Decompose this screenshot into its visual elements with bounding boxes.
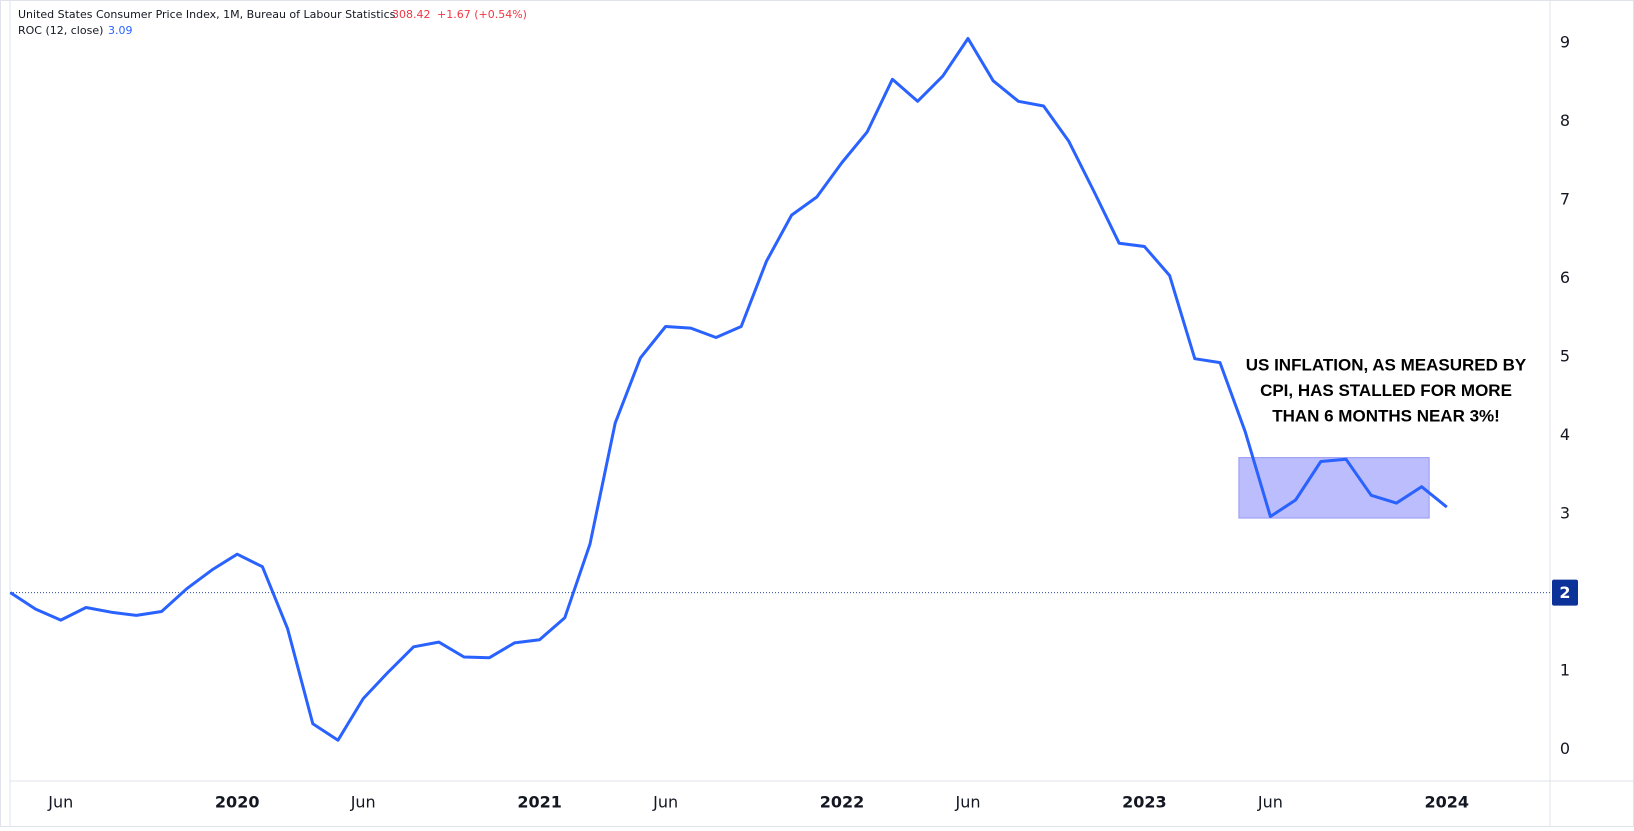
y-tick-label: 4 (1560, 425, 1570, 444)
annotation: CPI, HAS STALLED FOR MORE (1260, 381, 1512, 400)
y-badge (1552, 579, 1578, 606)
y-tick-label: 9 (1560, 33, 1570, 52)
cpi-roc-line (9, 37, 1448, 742)
y-tick-label: 7 (1560, 190, 1570, 209)
y-tick-label: 6 (1560, 268, 1570, 287)
indicator-name: ROC (12, close) (18, 24, 103, 37)
y-tick-label: 1 (1560, 661, 1570, 680)
y-tick-label: 2 (1559, 583, 1570, 602)
indicator-value: 3.09 (108, 24, 133, 37)
last-price: 308.42 (392, 8, 431, 21)
x-tick-label: 2020 (215, 793, 260, 812)
x-tick-label: 2023 (1122, 793, 1167, 812)
highlight-box (1238, 457, 1430, 519)
y-tick-label: 5 (1560, 347, 1570, 366)
x-tick-label: Jun (350, 793, 376, 812)
y-tick-label: 3 (1560, 504, 1570, 523)
chart-title: United States Consumer Price Index, 1M, … (18, 8, 396, 21)
annotation: THAN 6 MONTHS NEAR 3%! (1272, 406, 1500, 425)
y-tick-label: 0 (1560, 739, 1570, 758)
x-tick-label: Jun (955, 793, 981, 812)
annotation: US INFLATION, AS MEASURED BY (1246, 355, 1527, 374)
x-tick-label: Jun (1257, 793, 1283, 812)
x-tick-label: Jun (652, 793, 678, 812)
x-tick-label: 2022 (820, 793, 865, 812)
x-tick-label: 2024 (1425, 793, 1470, 812)
x-tick-label: Jun (47, 793, 73, 812)
y-tick-label: 8 (1560, 111, 1570, 130)
price-change: +1.67 (+0.54%) (437, 8, 527, 21)
x-tick-label: 2021 (517, 793, 562, 812)
